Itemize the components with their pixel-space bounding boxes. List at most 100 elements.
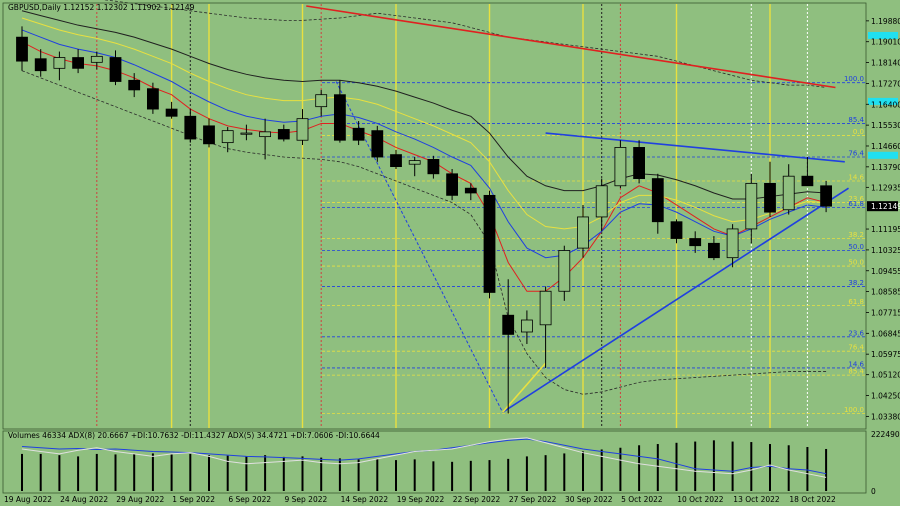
candle-body xyxy=(109,57,122,82)
candle-body xyxy=(128,79,141,91)
fib-level-label: 50.0 xyxy=(848,259,864,267)
candle-body xyxy=(53,57,66,69)
candle-body xyxy=(184,115,197,140)
fib-level-label: 0.0 xyxy=(853,128,864,136)
price-tick-label: 1.08585 xyxy=(871,288,900,297)
price-tick-label: 1.17270 xyxy=(871,79,900,88)
time-tick-label: 30 Sep 2022 xyxy=(565,495,613,504)
price-level-marker xyxy=(868,151,898,159)
time-tick-label: 22 Sep 2022 xyxy=(453,495,501,504)
candle-body xyxy=(408,160,421,165)
candle-body xyxy=(614,147,627,187)
candle-body xyxy=(296,118,309,141)
envelope-lines xyxy=(21,0,827,395)
time-tick-label: 18 Oct 2022 xyxy=(789,495,836,504)
candle-body xyxy=(651,178,664,223)
fib-level-label: 100.0 xyxy=(844,406,864,414)
current-price-label: 1.12149 xyxy=(871,202,900,211)
envelope-upper xyxy=(102,0,827,88)
time-tick-label: 27 Sep 2022 xyxy=(509,495,557,504)
price-tick-label: 1.05975 xyxy=(871,350,900,359)
candle-body xyxy=(745,182,758,230)
candle-body xyxy=(820,185,832,207)
trendline xyxy=(545,132,845,163)
price-tick-label: 1.19010 xyxy=(871,38,900,47)
candle-body xyxy=(146,88,159,110)
price-tick-label: 1.14660 xyxy=(871,142,900,151)
trendline xyxy=(502,187,849,413)
candle-body xyxy=(502,314,515,335)
moving-average-line xyxy=(21,29,827,259)
fib-level-label: 76.4 xyxy=(848,344,864,352)
price-tick-label: 1.04250 xyxy=(871,392,900,401)
candle-body xyxy=(390,154,402,168)
candle-body xyxy=(165,108,178,117)
candle-body xyxy=(782,175,795,211)
price-tick-label: 1.03380 xyxy=(871,412,900,421)
fib-level-label: 50.0 xyxy=(848,243,864,251)
candle-body xyxy=(240,132,253,135)
candle-body xyxy=(689,238,702,247)
time-tick-label: 5 Oct 2022 xyxy=(621,495,663,504)
candle-body xyxy=(633,147,645,179)
main-panel-frame xyxy=(2,2,867,430)
trendline xyxy=(501,362,547,413)
price-tick-label: 1.06845 xyxy=(871,329,900,338)
time-tick-label: 10 Oct 2022 xyxy=(677,495,724,504)
candle-body xyxy=(371,130,384,158)
candle-body xyxy=(203,125,215,145)
price-tick-label: 1.11195 xyxy=(871,225,900,234)
price-markers xyxy=(868,31,898,159)
candle-body xyxy=(277,129,290,140)
price-tick-label: 1.07715 xyxy=(871,308,900,317)
moving-average-line xyxy=(21,10,827,200)
fib-level-label: 38.2 xyxy=(848,279,864,287)
fib-level-label: 14.6 xyxy=(848,360,864,368)
price-axis: 1.19880 1.19010 1.18140 1.17270 1.16400 1.155… xyxy=(866,17,900,421)
candle-body xyxy=(259,131,272,138)
fib-level-label: 61.8 xyxy=(848,200,864,208)
price-tick-label: 1.15530 xyxy=(871,121,900,130)
candle-body xyxy=(90,55,103,63)
price-tick-label: 1.19880 xyxy=(871,17,900,26)
time-tick-label: 1 Sep 2022 xyxy=(172,495,215,504)
indicator-lines xyxy=(21,437,827,478)
candle-body xyxy=(221,130,234,144)
time-tick-label: 6 Sep 2022 xyxy=(228,495,271,504)
fibonacci-levels: 100.085.40.076.414.623.661.838.250.050.0… xyxy=(322,75,866,414)
price-level-marker xyxy=(868,31,898,39)
chart-header: GBPUSD,Daily 1.12152 1.12302 1.11902 1.1… xyxy=(8,3,195,12)
fib-level-label: 38.2 xyxy=(848,231,864,239)
price-tick-label: 1.05120 xyxy=(871,371,900,380)
trendline xyxy=(306,5,836,89)
price-tick-label: 1.10325 xyxy=(871,246,900,255)
candle-body xyxy=(764,182,776,213)
candle-body xyxy=(521,319,533,333)
candle-body xyxy=(16,36,28,62)
candle-body xyxy=(315,94,328,108)
price-tick-label: 1.12935 xyxy=(871,183,900,192)
volume-scale-min: 0 xyxy=(871,487,876,496)
price-tick-label: 1.16400 xyxy=(871,100,900,109)
candle-body xyxy=(483,194,496,293)
time-tick-label: 24 Aug 2022 xyxy=(60,495,108,504)
time-tick-label: 19 Aug 2022 xyxy=(4,495,52,504)
time-axis: 19 Aug 2022 24 Aug 2022 29 Aug 2022 1 Sep 2… xyxy=(4,495,836,504)
candle-body xyxy=(34,58,47,72)
candle-body xyxy=(539,290,552,326)
current-price-badge xyxy=(867,201,898,212)
time-tick-label: 13 Oct 2022 xyxy=(733,495,780,504)
fib-level-label: 100.0 xyxy=(844,75,864,83)
indicator-header: Volumes 46334 ADX(8) 20.6667 +DI:10.7632… xyxy=(8,431,380,440)
candle-body xyxy=(577,216,589,249)
time-tick-label: 14 Sep 2022 xyxy=(341,495,389,504)
candle-body xyxy=(446,173,459,196)
candle-body xyxy=(427,159,440,175)
price-tick-label: 1.13790 xyxy=(871,163,900,172)
candles xyxy=(16,26,832,414)
candle-body xyxy=(464,187,477,194)
price-level-marker xyxy=(868,97,898,105)
candle-body xyxy=(72,57,84,69)
candle-body xyxy=(670,221,683,239)
fib-level-label: 85.4 xyxy=(848,368,864,376)
